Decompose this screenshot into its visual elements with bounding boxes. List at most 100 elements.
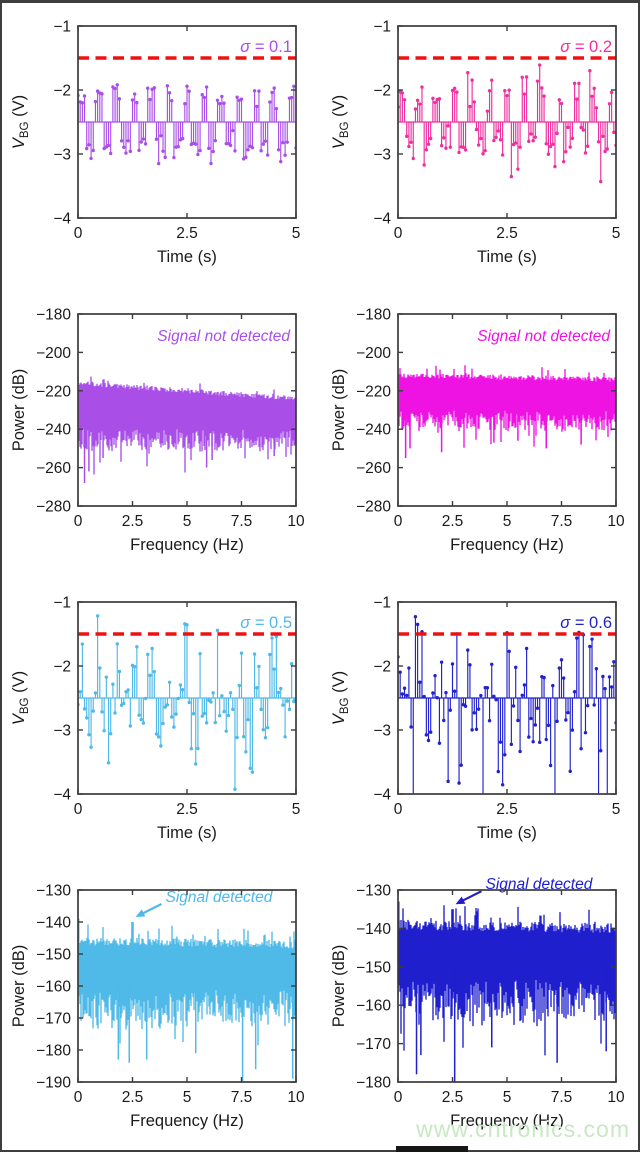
plot-svg-power-spectrum-sigma-0.6: Signal detected 0 2.5 5 7.5 10 −130 −140 −150 −16… xyxy=(330,876,625,1130)
x-tick-label: 0 xyxy=(74,1089,83,1106)
y-tick-label: −2 xyxy=(373,659,391,676)
y-axis-label: VBG (V) xyxy=(330,671,351,725)
y-tick-label: −2 xyxy=(373,83,391,100)
stem-lines xyxy=(78,615,296,790)
x-tick-label: 10 xyxy=(287,513,305,530)
annotation-not-detected: Signal not detected xyxy=(477,328,611,345)
x-tick-label: 10 xyxy=(607,1089,625,1106)
y-tick-label: −130 xyxy=(356,883,391,900)
y-tick-label: −150 xyxy=(356,959,391,976)
x-tick-label: 5 xyxy=(503,1089,512,1106)
y-tick-label: −160 xyxy=(356,998,391,1015)
y-tick-label: −260 xyxy=(36,460,71,477)
y-tick-label: −3 xyxy=(373,723,391,740)
y-tick-label: −280 xyxy=(356,499,391,516)
spectrum-band xyxy=(398,365,616,448)
sigma-annotation: σ = 0.5 xyxy=(240,614,292,632)
x-tick-label: 2.5 xyxy=(442,1089,464,1106)
stem-lines xyxy=(398,65,616,182)
y-tick-label: −220 xyxy=(356,383,391,400)
y-tick-label: −240 xyxy=(356,422,391,439)
y-tick-label: −180 xyxy=(356,307,391,324)
y-tick-label: −4 xyxy=(53,211,71,228)
panel-power-spectrum-sigma-0.2: Signal not detected 0 2.5 5 7.5 10 −180 −200 −22… xyxy=(320,288,640,576)
x-tick-label: 5 xyxy=(612,225,621,242)
y-tick-label: −2 xyxy=(53,83,71,100)
x-tick-label: 7.5 xyxy=(551,513,573,530)
y-tick-label: −4 xyxy=(53,787,71,804)
annotation-arrow-line xyxy=(141,903,162,915)
y-axis-label: Power (dB) xyxy=(10,369,28,452)
sigma-annotation: σ = 0.1 xyxy=(240,38,292,56)
plot-area xyxy=(78,614,296,791)
annotation-arrowhead xyxy=(135,909,146,917)
panel-power-spectrum-sigma-0.6: Signal detected 0 2.5 5 7.5 10 −130 −140 −150 −16… xyxy=(320,864,640,1152)
y-axis-label: Power (dB) xyxy=(10,945,28,1028)
x-tick-label: 0 xyxy=(74,513,83,530)
spectrum-band xyxy=(78,375,296,475)
y-tick-label: −220 xyxy=(36,383,71,400)
x-tick-label: 5 xyxy=(183,1089,192,1106)
bottom-border-artifact xyxy=(396,1146,468,1152)
y-tick-label: −160 xyxy=(36,979,71,996)
x-tick-label: 2.5 xyxy=(122,513,144,530)
panel-power-spectrum-sigma-0.5: Signal detected 0 2.5 5 7.5 10 −130 −140 −150 −16… xyxy=(0,864,320,1152)
y-tick-label: −4 xyxy=(373,787,391,804)
y-axis-label: VBG (V) xyxy=(10,95,31,149)
y-tick-label: −180 xyxy=(36,307,71,324)
panel-vbg-time-sigma-0.6: σ = 0.6 0 2.5 5 −1 −2 −3 −4 Time (s) VBG (V) xyxy=(320,576,640,864)
y-tick-label: −140 xyxy=(36,915,71,932)
y-tick-label: −170 xyxy=(356,1036,391,1053)
y-tick-label: −130 xyxy=(36,883,71,900)
x-tick-label: 5 xyxy=(612,801,621,818)
panel-vbg-time-sigma-0.5: σ = 0.5 0 2.5 5 −1 −2 −3 −4 Time (s) VBG (V) xyxy=(0,576,320,864)
plot-svg-vbg-time-sigma-0.5: σ = 0.5 0 2.5 5 −1 −2 −3 −4 Time (s) VBG (V) xyxy=(10,595,301,843)
panel-power-spectrum-sigma-0.1: Signal not detected 0 2.5 5 7.5 10 −180 −200 −22… xyxy=(0,288,320,576)
x-tick-label: 10 xyxy=(287,1089,305,1106)
sigma-annotation: σ = 0.6 xyxy=(560,614,612,632)
x-axis-label: Frequency (Hz) xyxy=(450,536,564,554)
y-tick-label: −180 xyxy=(356,1075,391,1092)
y-axis-label: VBG (V) xyxy=(330,95,351,149)
x-tick-label: 2.5 xyxy=(442,513,464,530)
spectrum-band xyxy=(398,905,616,1056)
y-tick-label: −170 xyxy=(36,1011,71,1028)
annotation-arrow-line xyxy=(461,890,482,903)
annotation-not-detected: Signal not detected xyxy=(157,328,291,345)
stem-lines xyxy=(78,84,296,164)
y-tick-label: −280 xyxy=(36,499,71,516)
plot-area xyxy=(78,375,296,483)
y-tick-label: −3 xyxy=(373,147,391,164)
x-tick-label: 2.5 xyxy=(176,801,198,818)
x-tick-label: 7.5 xyxy=(231,1089,253,1106)
y-tick-label: −240 xyxy=(36,422,71,439)
x-axis-label: Time (s) xyxy=(157,824,217,842)
y-tick-label: −200 xyxy=(356,345,391,362)
annotation-detected: Signal detected xyxy=(166,889,274,906)
annotation-detected: Signal detected xyxy=(486,876,594,893)
x-tick-label: 0 xyxy=(394,513,403,530)
plot-svg-vbg-time-sigma-0.2: σ = 0.2 0 2.5 5 −1 −2 −3 −4 Time (s) VBG (V) xyxy=(330,19,621,267)
y-axis-label: Power (dB) xyxy=(330,945,348,1028)
x-axis-label: Frequency (Hz) xyxy=(130,536,244,554)
panel-vbg-time-sigma-0.2: σ = 0.2 0 2.5 5 −1 −2 −3 −4 Time (s) VBG (V) xyxy=(320,0,640,288)
y-tick-label: −200 xyxy=(36,345,71,362)
plot-area xyxy=(398,63,616,184)
watermark: www.cntronics.com xyxy=(416,1116,630,1142)
plot-area xyxy=(398,615,616,794)
sigma-annotation: σ = 0.2 xyxy=(560,38,612,56)
x-axis-label: Time (s) xyxy=(477,824,537,842)
y-tick-label: −4 xyxy=(373,211,391,228)
y-tick-label: −1 xyxy=(373,595,391,612)
x-tick-label: 2.5 xyxy=(496,801,518,818)
x-axis-label: Frequency (Hz) xyxy=(450,1112,564,1130)
x-tick-label: 2.5 xyxy=(496,225,518,242)
plot-svg-power-spectrum-sigma-0.2: Signal not detected 0 2.5 5 7.5 10 −180 −200 −22… xyxy=(330,307,625,555)
plot-svg-power-spectrum-sigma-0.1: Signal not detected 0 2.5 5 7.5 10 −180 −200 −22… xyxy=(10,307,305,555)
y-tick-label: −190 xyxy=(36,1075,71,1092)
x-tick-label: 5 xyxy=(292,801,301,818)
x-tick-label: 5 xyxy=(292,225,301,242)
y-axis-label: VBG (V) xyxy=(10,671,31,725)
x-tick-label: 0 xyxy=(394,225,403,242)
